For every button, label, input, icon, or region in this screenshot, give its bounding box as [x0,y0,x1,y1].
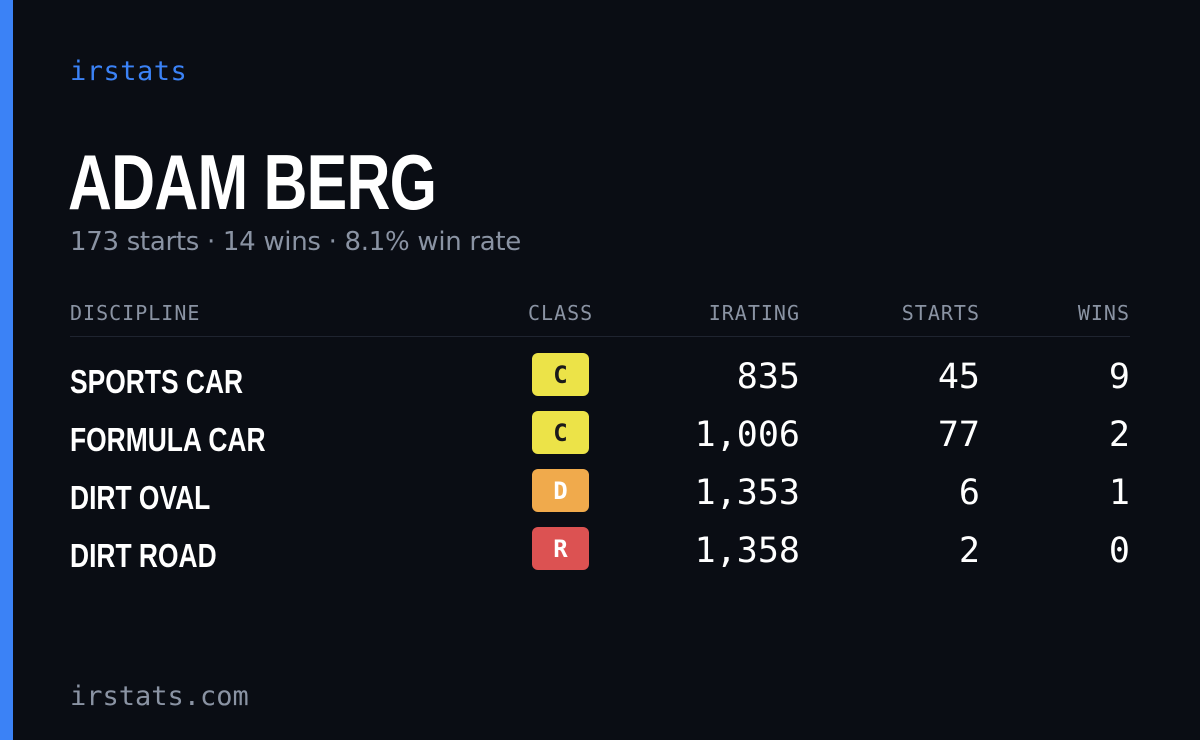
starts-value: 6 [958,473,980,513]
irating-value: 1,358 [694,531,800,571]
wins-value: 0 [1108,531,1130,571]
brand-logo: irstats [70,56,188,87]
discipline-name: SPORTS CAR [70,363,244,400]
starts-value: 77 [937,415,980,455]
header-discipline: DISCIPLINE [70,301,201,325]
class-badge: C [532,411,589,454]
accent-bar [0,0,13,740]
class-badge: R [532,527,589,570]
discipline-name: FORMULA CAR [70,421,266,458]
wins-value: 9 [1108,357,1130,397]
player-name: ADAM BERG [68,138,437,226]
table-row: FORMULA CAR C 1,006 77 2 [70,395,1130,458]
header-starts: STARTS [901,301,980,325]
table-row: DIRT OVAL D 1,353 6 1 [70,453,1130,516]
irating-value: 1,353 [694,473,800,513]
footer-url: irstats.com [70,681,249,712]
table-row: SPORTS CAR C 835 45 9 [70,337,1130,400]
header-wins: WINS [1077,301,1130,325]
stats-table: DISCIPLINE CLASS IRATING STARTS WINS SPO… [70,296,1130,574]
starts-value: 2 [958,531,980,571]
wins-value: 1 [1108,473,1130,513]
header-class: CLASS [528,301,594,325]
class-badge: C [532,353,589,396]
table-header: DISCIPLINE CLASS IRATING STARTS WINS [70,296,1130,337]
discipline-name: DIRT ROAD [70,537,217,574]
header-irating: IRATING [708,301,800,325]
table-row: DIRT ROAD R 1,358 2 0 [70,511,1130,574]
wins-value: 2 [1108,415,1130,455]
irating-value: 835 [736,357,800,397]
starts-value: 45 [937,357,980,397]
irating-value: 1,006 [694,415,800,455]
player-summary: 173 starts · 14 wins · 8.1% win rate [70,227,522,257]
discipline-name: DIRT OVAL [70,479,211,516]
class-badge: D [532,469,589,512]
